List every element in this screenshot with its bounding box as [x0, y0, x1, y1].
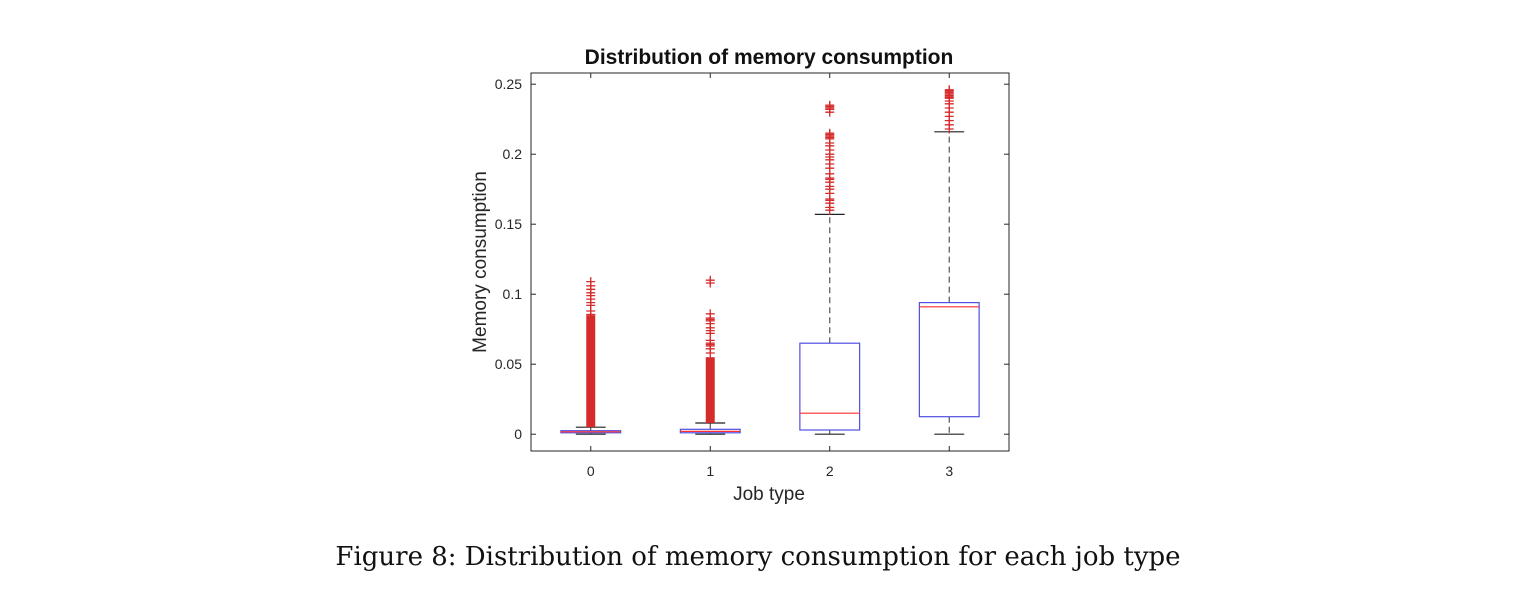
chart-title: Distribution of memory consumption — [585, 46, 954, 69]
box-plot: Distribution of memory consumption Memor… — [470, 46, 1010, 505]
outlier-band — [586, 315, 596, 428]
y-tick-label: 0 — [514, 426, 522, 442]
outlier-band — [705, 357, 715, 423]
figure-caption: Figure 8: Distribution of memory consump… — [335, 542, 1181, 572]
x-tick-label: 1 — [706, 463, 714, 479]
x-tick-label: 0 — [587, 463, 595, 479]
x-axis-label: Job type — [733, 484, 805, 505]
y-tick-label: 0.15 — [495, 216, 522, 232]
box — [918, 302, 980, 418]
plot-marks: 0 0.05 0.1 0.15 0.2 0.25 0 1 2 3 — [495, 73, 1009, 479]
y-tick-label: 0.05 — [495, 356, 522, 372]
outlier-marker — [825, 128, 835, 138]
box — [799, 342, 861, 431]
y-tick-label: 0.25 — [495, 76, 522, 92]
x-tick-label: 2 — [826, 463, 834, 479]
outlier-marker — [705, 275, 715, 285]
y-tick-label: 0.1 — [503, 286, 523, 302]
plot-area-frame — [530, 72, 1010, 452]
y-tick-label: 0.2 — [503, 146, 523, 162]
y-axis-label: Memory consumption — [470, 171, 491, 353]
outlier-marker — [944, 85, 954, 95]
x-tick-label: 3 — [945, 463, 953, 479]
outlier-marker — [586, 277, 596, 287]
outlier-marker — [825, 100, 835, 110]
outlier-marker — [705, 309, 715, 319]
